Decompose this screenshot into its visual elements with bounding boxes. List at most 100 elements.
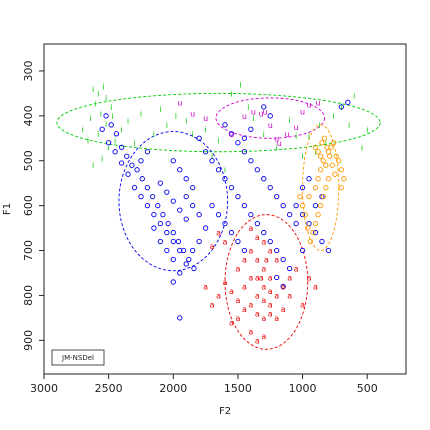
ellipse-2 — [118, 131, 229, 272]
point-u-4-6: u — [259, 110, 264, 119]
point-o-1-35 — [170, 256, 176, 263]
x-tick-label-5: 500 — [357, 382, 378, 395]
point-o-1-100 — [248, 126, 254, 132]
point-o-1-90 — [177, 315, 183, 321]
point-i-0-47: i — [224, 166, 226, 175]
y-axis-title: F1 — [2, 203, 13, 215]
point-o-1-59 — [299, 211, 306, 218]
point-a-2-10: a — [255, 291, 260, 300]
point-o-1-3 — [118, 144, 125, 150]
point-i-0-0: i — [92, 85, 94, 94]
y-tick-label-1: 400 — [22, 105, 35, 126]
point-o-1-6 — [134, 167, 140, 173]
point-o-1-42 — [99, 126, 105, 132]
point-o-1-97 — [345, 99, 351, 106]
point-i-0-32: i — [289, 116, 291, 125]
point-o-1-8 — [144, 185, 151, 191]
point-a-2-24: a — [216, 291, 221, 300]
point-o-1-75 — [293, 220, 299, 227]
point-o-1-78 — [209, 202, 215, 209]
point-a-2-20: a — [242, 305, 247, 314]
point-o-1-4 — [124, 153, 130, 159]
point-o-1-73 — [280, 202, 286, 209]
point-a-2-21: a — [235, 296, 240, 305]
point-o-1-80 — [222, 220, 228, 227]
point-o-1-68 — [248, 158, 254, 164]
point-o-1-39 — [118, 160, 125, 166]
y-tick-label-5: 800 — [22, 285, 35, 306]
point-o-3-18 — [307, 238, 313, 245]
point-i-0-34: i — [308, 132, 310, 141]
point-o-3-26 — [327, 153, 333, 159]
point-u-4-7: u — [263, 107, 268, 116]
point-o-1-40 — [112, 149, 118, 155]
point-o-1-103 — [177, 167, 183, 173]
point-i-0-27: i — [239, 80, 241, 89]
point-o-1-32 — [151, 225, 157, 231]
point-a-2-18: a — [261, 314, 266, 323]
point-u-4-10: u — [277, 139, 282, 148]
point-i-0-29: i — [252, 114, 254, 123]
point-u-4-5: u — [251, 107, 256, 116]
point-o-1-61 — [312, 229, 319, 236]
point-a-2-25: a — [210, 300, 215, 309]
point-a-2-4: a — [274, 256, 279, 265]
point-a-2-37: a — [307, 273, 312, 282]
point-o-1-15 — [180, 247, 187, 254]
point-o-3-34 — [341, 176, 347, 182]
point-u-4-1: u — [190, 110, 195, 119]
point-i-0-1: i — [97, 89, 99, 98]
point-i-0-3: i — [95, 99, 97, 108]
point-a-2-28: a — [242, 256, 247, 265]
point-o-1-70 — [261, 176, 267, 182]
point-i-0-19: i — [159, 105, 161, 114]
point-a-2-6: a — [261, 264, 266, 273]
point-o-1-37 — [131, 185, 138, 191]
point-o-1-83 — [241, 247, 248, 254]
x-tick-label-0: 3000 — [30, 382, 58, 395]
point-o-1-65 — [228, 131, 235, 137]
point-u-4-11: u — [285, 130, 290, 139]
ellipse-1 — [215, 97, 325, 139]
point-o-3-2 — [318, 153, 324, 159]
point-o-1-57 — [286, 265, 293, 272]
point-a-2-7: a — [268, 273, 273, 282]
point-o-1-23 — [151, 211, 157, 218]
point-i-0-11: i — [87, 137, 89, 146]
point-o-1-26 — [170, 238, 176, 245]
point-a-2-26: a — [203, 282, 208, 291]
point-o-3-30 — [306, 194, 312, 200]
point-o-1-51 — [248, 211, 254, 218]
point-a-2-17: a — [255, 309, 260, 318]
y-tick-label-4: 700 — [22, 240, 35, 261]
ellipse-3 — [224, 214, 309, 350]
point-a-2-12: a — [268, 300, 273, 309]
point-o-1-0 — [103, 113, 109, 119]
point-o-1-19 — [164, 189, 170, 195]
x-axis: 3000 2500 2000 1500 1000 500 — [30, 374, 378, 395]
point-o-1-43 — [196, 135, 202, 141]
point-o-1-72 — [274, 194, 280, 200]
point-o-1-91 — [274, 274, 280, 281]
point-o-1-46 — [215, 167, 222, 173]
point-o-1-49 — [235, 194, 241, 200]
point-o-1-11 — [160, 211, 166, 218]
point-o-1-96 — [338, 104, 345, 110]
point-o-3-4 — [323, 162, 329, 168]
point-i-0-46: i — [211, 152, 213, 161]
point-o-1-101 — [241, 135, 248, 141]
point-o-3-3 — [320, 158, 326, 164]
point-o-1-36 — [138, 194, 144, 200]
point-o-1-62 — [319, 238, 325, 245]
point-o-1-53 — [261, 229, 267, 236]
point-i-0-44: i — [133, 139, 135, 148]
y-tick-label-0: 300 — [22, 60, 35, 81]
point-i-0-30: i — [263, 130, 265, 139]
point-o-3-12 — [323, 185, 329, 191]
point-o-1-28 — [183, 194, 189, 200]
point-o-3-23 — [319, 140, 325, 146]
point-o-1-92 — [280, 283, 286, 290]
point-i-0-41: i — [361, 143, 363, 152]
point-o-1-44 — [202, 149, 209, 155]
point-o-1-71 — [267, 185, 273, 191]
